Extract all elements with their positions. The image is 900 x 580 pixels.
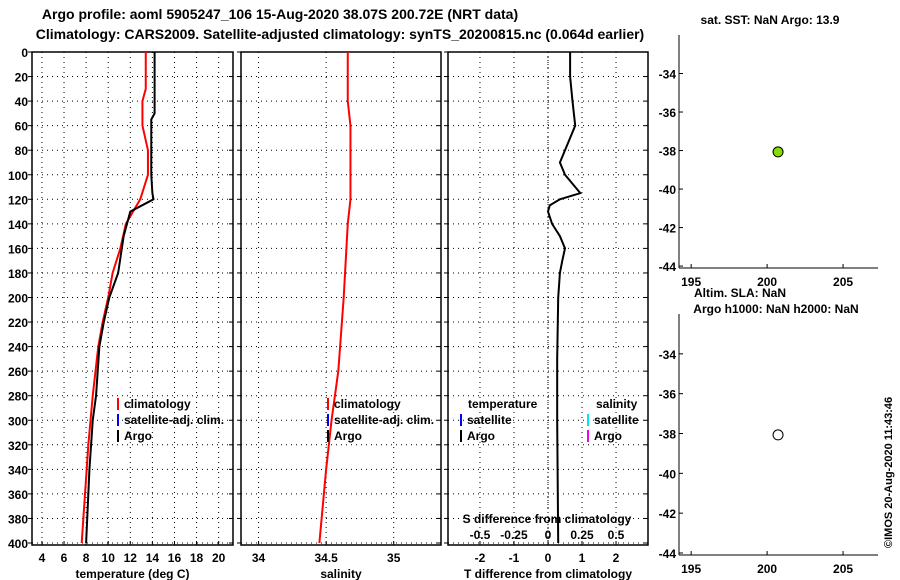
- x-tick-label: 205: [833, 275, 853, 289]
- map-sst-title: sat. SST: NaN Argo: 13.9: [701, 13, 840, 27]
- map-sla-subtitle: Argo h1000: NaN h2000: NaN: [693, 302, 858, 316]
- map-sla-title: Altim. SLA: NaN: [694, 286, 786, 300]
- x-tick-label: 8: [83, 551, 90, 565]
- legend-label: climatology: [334, 397, 401, 411]
- y-tick-label: 40: [15, 95, 29, 109]
- x-tick-label: 200: [757, 562, 777, 576]
- y-tick-label: -40: [659, 467, 677, 481]
- y-tick-label: 220: [8, 316, 28, 330]
- legend-title-salinity: salinity: [596, 397, 638, 411]
- y-tick-label: -34: [659, 68, 677, 82]
- y-tick-label: 280: [8, 390, 28, 404]
- legend-label: Argo: [467, 429, 495, 443]
- y-tick-label: 300: [8, 414, 28, 428]
- y-tick-label: 100: [8, 169, 28, 183]
- y-tick-label: 320: [8, 439, 28, 453]
- argo-location-point: [772, 429, 784, 441]
- y-tick-label: -36: [659, 388, 677, 402]
- y-tick-label: -38: [659, 428, 677, 442]
- x-tick-label: 16: [168, 551, 182, 565]
- x-tick-label: 195: [681, 562, 701, 576]
- y-tick-label: 120: [8, 193, 28, 207]
- y-tick-label: -40: [659, 183, 677, 197]
- credit-text: ©IMOS 20-Aug-2020 11:43:46: [883, 397, 895, 548]
- argo-location-point: [772, 146, 784, 158]
- y-tick-label: 60: [15, 120, 29, 134]
- x-tick-label: 205: [833, 562, 853, 576]
- x-tick-label: -2: [475, 551, 486, 565]
- axes-box: [240, 51, 442, 546]
- x-tick-label: 14: [146, 551, 160, 565]
- legend-label: Argo: [334, 429, 362, 443]
- y-tick-label: 360: [8, 488, 28, 502]
- x-tick-label: 1: [579, 551, 586, 565]
- axes-box: [31, 51, 234, 546]
- y-tick-label: -44: [659, 547, 677, 561]
- title-line-2: Climatology: CARS2009. Satellite-adjuste…: [36, 26, 644, 42]
- series-line-climatology: [80, 52, 149, 544]
- legend-label: satellite-adj. clim.: [124, 413, 224, 427]
- x-tick-label: 6: [61, 551, 68, 565]
- x-axis-label: salinity: [320, 567, 362, 580]
- x2-axis-label: S difference from climatology: [463, 512, 632, 526]
- y-tick-label: 240: [8, 341, 28, 355]
- legend-label: satellite: [467, 413, 512, 427]
- y-tick-label: 0: [21, 46, 28, 60]
- y-tick-label: 180: [8, 267, 28, 281]
- legend-label: satellite: [594, 413, 639, 427]
- x-tick-label: 34.5: [314, 551, 338, 565]
- legend-label: Argo: [124, 429, 152, 443]
- y-tick-label: -34: [659, 348, 677, 362]
- y-tick-label: -38: [659, 145, 677, 159]
- x-tick-label: 18: [190, 551, 204, 565]
- y-tick-label: 80: [15, 144, 29, 158]
- y-tick-label: 400: [8, 537, 28, 551]
- legend-label: Argo: [594, 429, 622, 443]
- legend-label: climatology: [124, 397, 191, 411]
- x-tick-label: 20: [212, 551, 226, 565]
- y-tick-label: 160: [8, 242, 28, 256]
- y-tick-label: -36: [659, 106, 677, 120]
- x-axis-label: T difference from climatology: [464, 567, 632, 580]
- x-tick-label: 35: [387, 551, 401, 565]
- profile-panel-2: [237, 51, 442, 546]
- map-sst-panel: [678, 35, 878, 269]
- x-tick-label: -1: [509, 551, 520, 565]
- x-tick-label: 4: [39, 551, 46, 565]
- x2-tick-label: 0.5: [608, 528, 625, 542]
- x-tick-label: 34: [252, 551, 266, 565]
- y-tick-label: 140: [8, 218, 28, 232]
- y-tick-label: 20: [15, 71, 29, 85]
- y-tick-label: -42: [659, 222, 677, 236]
- x-tick-label: 195: [681, 275, 701, 289]
- map-sla-panel: [678, 314, 878, 556]
- x2-tick-label: 0.25: [570, 528, 594, 542]
- x-tick-label: 0: [545, 551, 552, 565]
- x-tick-label: 200: [757, 275, 777, 289]
- y-tick-label: -42: [659, 507, 677, 521]
- y-tick-label: 380: [8, 512, 28, 526]
- legend-label: satellite-adj. clim.: [334, 413, 434, 427]
- y-tick-label: -44: [659, 260, 677, 274]
- series-line-t-argo-climatology: [546, 52, 583, 544]
- x2-tick-label: -0.25: [500, 528, 528, 542]
- title-line-1: Argo profile: aoml 5905247_106 15-Aug-20…: [42, 6, 518, 22]
- x2-tick-label: -0.5: [470, 528, 491, 542]
- profile-panel-3: [444, 51, 649, 546]
- profile-panel-1: [28, 51, 234, 546]
- x-tick-label: 10: [102, 551, 116, 565]
- x-axis-label: temperature (deg C): [75, 567, 189, 580]
- series-line-argo: [85, 52, 156, 544]
- y-tick-label: 340: [8, 463, 28, 477]
- x-tick-label: 12: [124, 551, 138, 565]
- y-tick-label: 260: [8, 365, 28, 379]
- series-line-climatology: [318, 52, 352, 544]
- x-tick-label: 2: [613, 551, 620, 565]
- y-tick-label: 200: [8, 292, 28, 306]
- legend-title-temperature: temperature: [468, 397, 538, 411]
- x2-tick-label: 0: [545, 528, 552, 542]
